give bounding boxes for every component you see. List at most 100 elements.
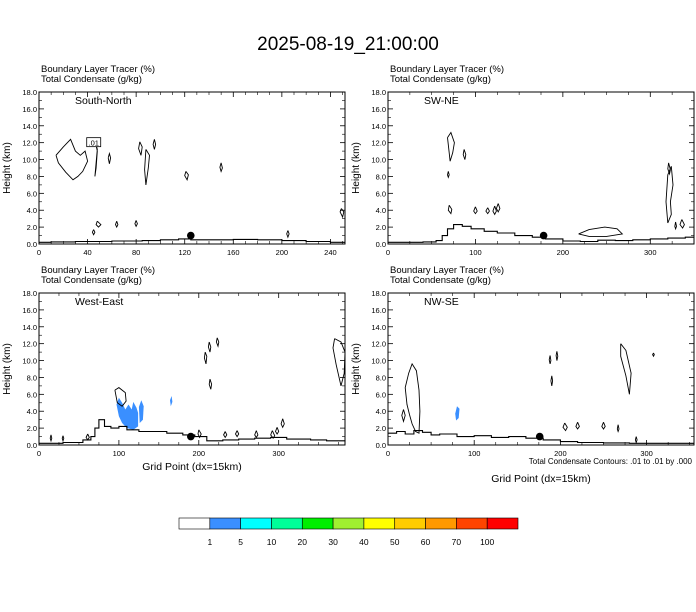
condensate-contour [665,166,674,224]
colorbar-swatch [240,517,272,530]
plot-frame [387,292,695,446]
condensate-contour [254,430,259,439]
y-tick-label: 10.0 [371,357,386,366]
y-tick-label: 2.0 [376,223,386,232]
y-axis-label: Height (km) [351,142,362,194]
condensate-contour [107,151,112,164]
x-tick-label: 0 [37,248,41,257]
condensate-contour [197,429,202,439]
contour-note: Total Condensate Contours: .01 to .01 by… [529,457,693,466]
y-tick-label: 6.0 [27,189,37,198]
header-line-tracer: Boundary Layer Tracer (%) [41,64,155,75]
x-tick-label: 0 [386,248,390,257]
y-tick-label: 4.0 [27,206,37,215]
colorbar-label: 30 [328,537,338,547]
location-marker [539,231,548,240]
y-tick-label: 0.0 [376,441,386,450]
condensate-contour [286,230,290,239]
y-tick-label: 16.0 [371,306,386,315]
terrain-line [39,238,345,243]
y-tick-label: 18.0 [22,289,37,298]
condensate-contour [401,409,406,424]
figure-title: 2025-08-19_21:00:00 [257,34,439,55]
y-tick-label: 16.0 [22,105,37,114]
y-tick-label: 14.0 [22,323,37,332]
panel-label: NW-SE [424,296,459,308]
colorbar-swatch [178,517,211,530]
header-line-condensate: Total Condensate (g/kg) [41,74,142,85]
colorbar-swatch [425,517,457,530]
condensate-contour [339,208,345,219]
y-tick-label: 12.0 [371,340,386,349]
condensate-contour [134,220,138,228]
condensate-contour [674,221,677,231]
y-tick-label: 10.0 [371,156,386,165]
y-tick-label: 2.0 [27,223,37,232]
header-line-condensate: Total Condensate (g/kg) [390,74,491,85]
condensate-contour [138,141,143,156]
x-tick-label: 200 [557,248,570,257]
colorbar-swatch [394,517,426,530]
x-axis-label: Grid Point (dx=15km) [142,461,242,473]
condensate-contour [91,229,96,236]
x-axis-label: Grid Point (dx=15km) [491,473,591,485]
plot-frame [38,91,346,245]
header-line-tracer: Boundary Layer Tracer (%) [41,265,155,276]
condensate-contour [485,207,490,215]
condensate-contour [616,424,620,433]
condensate-contour [575,422,580,430]
y-tick-label: 16.0 [22,306,37,315]
condensate-contour [562,422,568,432]
terrain-line [39,419,346,444]
condensate-contour [548,355,552,365]
panel-west-east: Boundary Layer Tracer (%)Total Condensat… [2,265,346,473]
y-tick-label: 0.0 [27,240,37,249]
colorbar-label: 1 [207,537,212,547]
x-tick-label: 160 [227,248,240,257]
tracer-shading [138,400,144,423]
panel-label: South-North [75,95,132,107]
condensate-contour [223,431,228,439]
y-tick-label: 12.0 [371,139,386,148]
x-tick-label: 100 [468,449,481,458]
panel-label: West-East [75,296,123,308]
y-tick-label: 14.0 [22,122,37,131]
tracer-shading [170,396,173,407]
condensate-contour [234,430,240,438]
header-line-condensate: Total Condensate (g/kg) [390,275,491,286]
colorbar-swatch [271,517,303,530]
condensate-contour [679,219,685,229]
y-tick-label: 10.0 [22,156,37,165]
condensate-contour [207,341,212,353]
location-marker [535,432,544,441]
contour-label-box [86,137,102,148]
condensate-contour [555,351,559,361]
condensate-contour [492,205,497,216]
y-tick-label: 4.0 [376,407,386,416]
colorbar-label: 100 [480,537,494,547]
y-axis-label: Height (km) [2,142,13,194]
tracer-shading [455,406,460,421]
y-tick-label: 14.0 [371,122,386,131]
condensate-contour [94,139,98,177]
x-tick-label: 200 [276,248,289,257]
x-tick-label: 300 [640,449,653,458]
y-tick-label: 16.0 [371,105,386,114]
condensate-contour [447,204,453,215]
y-tick-label: 2.0 [27,424,37,433]
condensate-contour [280,418,285,429]
condensate-contour [447,171,450,179]
condensate-contour [578,226,624,237]
condensate-contour [144,149,150,185]
colorbar-label: 70 [452,537,462,547]
condensate-contour [49,434,53,443]
y-tick-label: 12.0 [22,340,37,349]
colorbar-swatch [456,517,488,530]
y-tick-label: 18.0 [22,88,37,97]
y-tick-label: 4.0 [27,407,37,416]
y-tick-label: 18.0 [371,88,386,97]
x-tick-label: 300 [272,449,285,458]
location-marker [186,231,195,240]
condensate-contour [652,352,655,358]
